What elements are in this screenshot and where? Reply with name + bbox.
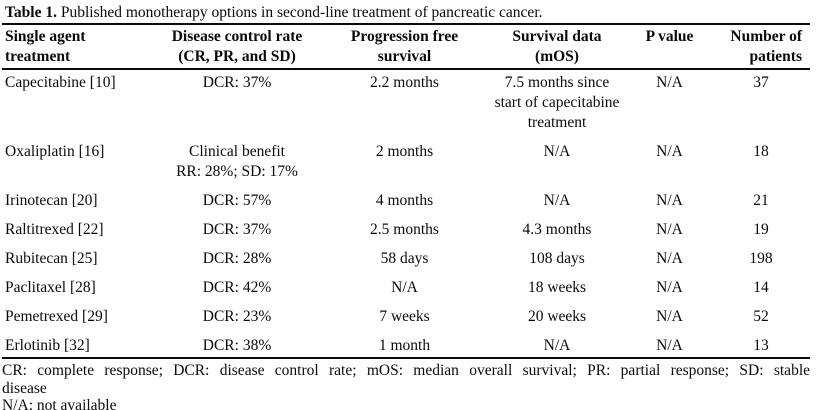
cell-agent: Rubitecan [25] — [5, 250, 98, 267]
cell-pvalue: N/A — [656, 192, 683, 209]
column-header-number-of-patients: Number of patients — [712, 24, 810, 70]
cell-pvalue: N/A — [656, 221, 683, 238]
cell-survival-line: start of capecitabine — [494, 94, 620, 111]
cell-survival: 108 days — [529, 250, 585, 267]
header-line: (CR, PR, and SD) — [178, 48, 296, 65]
cell-pfs: 58 days — [380, 250, 429, 267]
cell-pvalue: N/A — [656, 250, 683, 267]
header-line: survival — [377, 48, 432, 65]
column-header-disease-control-rate: Disease control rate (CR, PR, and SD) — [152, 24, 322, 70]
cell-dcr: DCR: 28% — [202, 250, 272, 267]
cell-patients: 13 — [753, 337, 769, 354]
footnote-availability: N/A: not available — [2, 397, 117, 410]
cell-survival: 7.5 months since start of capecitabine t… — [487, 69, 627, 139]
monotherapy-options-table: Single agent treatment Disease control r… — [2, 23, 810, 359]
column-header-single-agent-treatment: Single agent treatment — [2, 24, 152, 70]
cell-pvalue: N/A — [656, 74, 683, 91]
cell-pfs: 1 month — [378, 337, 431, 354]
header-line: patients — [749, 48, 802, 65]
table-caption: Table 1. Published monotherapy options i… — [2, 3, 818, 23]
cell-agent: Capecitabine [10] — [5, 74, 116, 91]
footnote-abbreviations-overflow: disease — [2, 379, 47, 397]
table-row-erlotinib: Erlotinib [32] DCR: 38% 1 month N/A N/A … — [2, 333, 810, 358]
table-row-raltitrexed: Raltitrexed [22] DCR: 37% 2.5 months 4.3… — [2, 217, 810, 246]
cell-survival: 4.3 months — [522, 221, 592, 238]
header-line: Progression free — [350, 28, 459, 45]
column-header-survival-data: Survival data (mOS) — [487, 24, 627, 70]
cell-dcr: DCR: 38% — [202, 337, 272, 354]
header-row: Single agent treatment Disease control r… — [2, 24, 810, 70]
cell-survival: 20 weeks — [527, 308, 587, 325]
header-line: Disease control rate — [171, 28, 303, 45]
cell-pvalue: N/A — [656, 337, 683, 354]
cell-patients: 18 — [753, 143, 769, 160]
cell-survival-line: treatment — [527, 114, 587, 131]
cell-patients: 52 — [753, 308, 769, 325]
header-line: Survival data — [512, 28, 602, 45]
cell-survival: N/A — [543, 337, 571, 354]
cell-pvalue: N/A — [656, 279, 683, 296]
cell-agent: Oxaliplatin [16] — [5, 143, 105, 160]
table-caption-label: Table 1. — [5, 4, 57, 21]
cell-survival: N/A — [543, 192, 571, 209]
table-row-paclitaxel: Paclitaxel [28] DCR: 42% N/A 18 weeks N/… — [2, 275, 810, 304]
cell-dcr-line: RR: 28%; SD: 17% — [176, 163, 298, 180]
cell-pfs: 2.2 months — [370, 74, 439, 91]
cell-dcr-line: Clinical benefit — [189, 143, 285, 160]
table-footnotes: CR: complete response; DCR: disease cont… — [2, 362, 810, 410]
cell-dcr: DCR: 57% — [202, 192, 272, 209]
table-row-rubitecan: Rubitecan [25] DCR: 28% 58 days 108 days… — [2, 246, 810, 275]
table-caption-text: Published monotherapy options in second-… — [56, 4, 543, 21]
cell-pfs: 7 weeks — [379, 308, 430, 325]
cell-dcr: DCR: 23% — [202, 308, 272, 325]
cell-survival-line: 7.5 months since — [504, 74, 610, 91]
header-line: (mOS) — [535, 48, 579, 65]
cell-pvalue: N/A — [656, 308, 683, 325]
cell-agent: Raltitrexed [22] — [5, 221, 104, 238]
header-line: Number of — [730, 28, 802, 45]
cell-dcr: DCR: 37% — [202, 221, 272, 238]
cell-patients: 19 — [753, 221, 769, 238]
cell-patients: 37 — [753, 74, 769, 91]
cell-agent: Pemetrexed [29] — [5, 308, 108, 325]
cell-pfs: N/A — [391, 279, 418, 296]
cell-pvalue: N/A — [656, 143, 683, 160]
header-line: P value — [645, 28, 694, 45]
footnote-abbreviations: CR: complete response; DCR: disease cont… — [2, 362, 810, 379]
cell-agent: Paclitaxel [28] — [5, 279, 96, 296]
cell-patients: 198 — [749, 250, 773, 267]
cell-survival: 18 weeks — [527, 279, 587, 296]
table-row-irinotecan: Irinotecan [20] DCR: 57% 4 months N/A N/… — [2, 188, 810, 217]
cell-agent: Irinotecan [20] — [5, 192, 98, 209]
header-line: treatment — [5, 48, 71, 65]
cell-pfs: 2.5 months — [370, 221, 439, 238]
table-row-oxaliplatin: Oxaliplatin [16] Clinical benefit RR: 28… — [2, 139, 810, 188]
cell-dcr: DCR: 42% — [202, 279, 272, 296]
cell-pfs: 4 months — [375, 192, 434, 209]
cell-patients: 14 — [753, 279, 769, 296]
table-row-capecitabine: Capecitabine [10] DCR: 37% 2.2 months 7.… — [2, 69, 810, 139]
cell-dcr: Clinical benefit RR: 28%; SD: 17% — [152, 139, 322, 188]
table-row-pemetrexed: Pemetrexed [29] DCR: 23% 7 weeks 20 week… — [2, 304, 810, 333]
cell-agent: Erlotinib [32] — [5, 337, 90, 354]
header-line: Single agent — [5, 28, 86, 45]
cell-pfs: 2 months — [375, 143, 434, 160]
cell-survival: N/A — [543, 143, 571, 160]
column-header-progression-free-survival: Progression free survival — [322, 24, 487, 70]
cell-patients: 21 — [753, 192, 769, 209]
cell-dcr: DCR: 37% — [202, 74, 272, 91]
column-header-p-value: P value — [627, 24, 712, 70]
